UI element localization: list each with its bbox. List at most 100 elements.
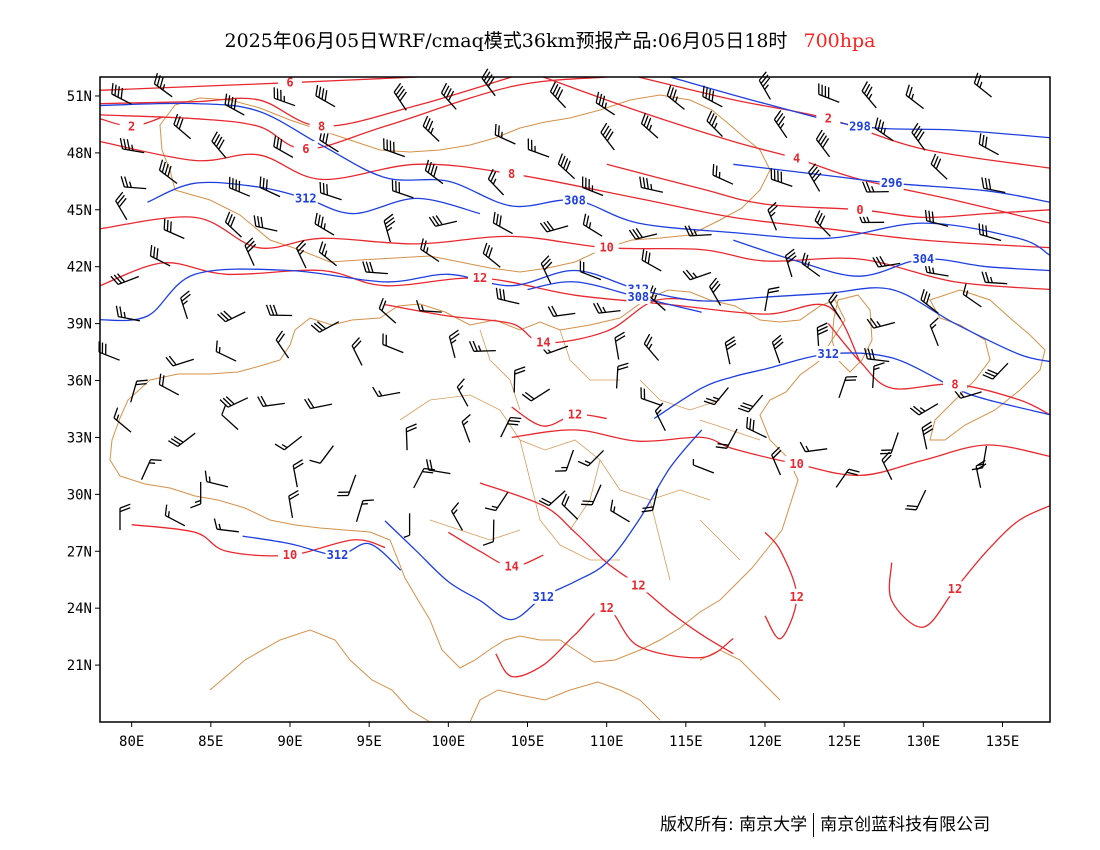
temperature-contour-label-bg bbox=[293, 141, 318, 157]
copyright-company: 南京创蓝科技有限公司 bbox=[820, 815, 991, 835]
height-contour-label: 296 bbox=[881, 176, 903, 190]
height-contour-label-bg bbox=[563, 192, 587, 208]
wind-barb bbox=[561, 493, 579, 520]
wind-barb bbox=[495, 287, 520, 305]
lat-tick-label: 48N bbox=[67, 146, 92, 162]
lon-tick-label: 125E bbox=[827, 734, 861, 750]
wind-barb bbox=[130, 379, 148, 403]
temperature-contour-line bbox=[827, 323, 1051, 416]
wind-barb bbox=[403, 513, 411, 539]
wind-barb bbox=[557, 153, 576, 180]
wind-barb bbox=[315, 84, 336, 108]
wind-barb bbox=[874, 117, 894, 142]
wind-barb bbox=[547, 305, 576, 317]
wind-barb bbox=[120, 176, 147, 190]
wind-barb bbox=[610, 499, 630, 523]
wind-barb bbox=[362, 261, 388, 275]
wind-barb bbox=[259, 176, 281, 198]
wind-barb bbox=[422, 115, 440, 142]
lat-tick-label: 33N bbox=[67, 430, 92, 446]
wind-barb bbox=[973, 72, 993, 98]
temperature-contour-label: 12 bbox=[473, 271, 487, 285]
height-contour-label: 304 bbox=[912, 252, 934, 266]
wind-barb bbox=[304, 398, 333, 410]
wind-barb bbox=[494, 123, 516, 145]
temperature-contour-line bbox=[511, 429, 1051, 477]
wind-barb bbox=[595, 91, 615, 116]
map-frame bbox=[99, 76, 1051, 723]
wind-barb bbox=[814, 210, 831, 237]
wind-barb bbox=[538, 490, 566, 507]
wind-barb bbox=[351, 337, 363, 366]
wind-barb bbox=[905, 84, 924, 110]
wind-barb bbox=[119, 503, 131, 531]
wind-barb bbox=[275, 330, 290, 359]
wind-barb bbox=[415, 300, 442, 313]
lon-tick-label: 85E bbox=[198, 734, 223, 750]
wind-barb bbox=[615, 362, 629, 389]
temperature-contour-label-bg bbox=[784, 456, 809, 471]
wind-barb bbox=[288, 490, 300, 518]
wind-barb bbox=[119, 137, 145, 154]
wind-barb bbox=[654, 402, 666, 431]
wind-barb bbox=[684, 225, 712, 237]
height-contour-label: 308 bbox=[564, 193, 586, 207]
height-contour-label: 312 bbox=[295, 191, 317, 205]
height-contour-label-bg bbox=[626, 289, 651, 305]
wind-barb bbox=[310, 321, 340, 333]
wind-barb bbox=[337, 474, 357, 497]
temperature-contour-label-bg bbox=[563, 406, 587, 422]
wind-barb bbox=[828, 291, 842, 320]
wind-barb bbox=[468, 340, 496, 352]
wind-barb bbox=[614, 331, 626, 360]
temperature-contour-label-bg bbox=[468, 270, 492, 286]
temperature-contour-label-bg bbox=[594, 600, 619, 616]
temperature-contour-line bbox=[99, 76, 512, 127]
temperature-contour-label-bg bbox=[531, 334, 556, 350]
wind-barb bbox=[257, 395, 285, 407]
temperature-contour-label: 2 bbox=[128, 119, 135, 133]
wind-barb bbox=[513, 366, 526, 393]
wind-barb bbox=[428, 215, 458, 227]
lat-tick-label: 30N bbox=[67, 487, 92, 503]
wind-barb bbox=[173, 113, 192, 140]
wind-barb bbox=[666, 84, 685, 110]
height-contour-label-bg bbox=[911, 251, 936, 267]
chart-title: 2025年06月05日WRF/cmaq模式36km预报产品:06月05日18时 … bbox=[0, 26, 1100, 53]
wind-barb bbox=[273, 135, 294, 158]
temperature-contour-line bbox=[447, 531, 544, 568]
wind-barb bbox=[158, 373, 180, 396]
wind-barb bbox=[168, 432, 196, 448]
lat-tick-label: 27N bbox=[67, 544, 92, 560]
temperature-contour-line bbox=[99, 216, 1051, 291]
temperature-contour-label-bg bbox=[626, 577, 651, 593]
temperature-contour-label: 14 bbox=[536, 336, 550, 350]
wind-barb bbox=[500, 416, 522, 438]
wind-barb bbox=[641, 249, 662, 272]
height-contour-label-bg bbox=[293, 190, 318, 206]
temperature-contour-label: 10 bbox=[789, 457, 803, 471]
temperature-contour-line bbox=[131, 524, 386, 557]
wind-barb bbox=[244, 237, 257, 266]
wind-barb bbox=[213, 518, 239, 533]
wind-barb bbox=[640, 387, 663, 407]
lat-tick-label: 45N bbox=[67, 203, 92, 219]
lon-tick-label: 110E bbox=[590, 734, 624, 750]
pressure-level-label: 700hpa bbox=[803, 30, 876, 52]
wind-barb bbox=[581, 176, 604, 197]
title-main: 2025年06月05日WRF/cmaq模式36km预报产品:06月05日18时 bbox=[224, 30, 788, 52]
temperature-contour-label-bg bbox=[943, 581, 967, 597]
wind-barb bbox=[211, 131, 227, 159]
wind-barb bbox=[224, 211, 242, 238]
wind-barb bbox=[771, 446, 782, 476]
wind-barb bbox=[540, 255, 553, 284]
wind-barb bbox=[709, 277, 722, 306]
height-contour-label: 308 bbox=[627, 290, 649, 304]
wind-barbs bbox=[98, 68, 1009, 546]
wind-barb bbox=[880, 432, 899, 455]
longitude-axis: 80E 85E 90E 95E 100E 105E 110E 115E 120E 125E 130E… bbox=[119, 722, 1019, 750]
wind-barb bbox=[921, 421, 934, 450]
wind-barb bbox=[113, 407, 132, 433]
wind-barb bbox=[180, 290, 191, 319]
